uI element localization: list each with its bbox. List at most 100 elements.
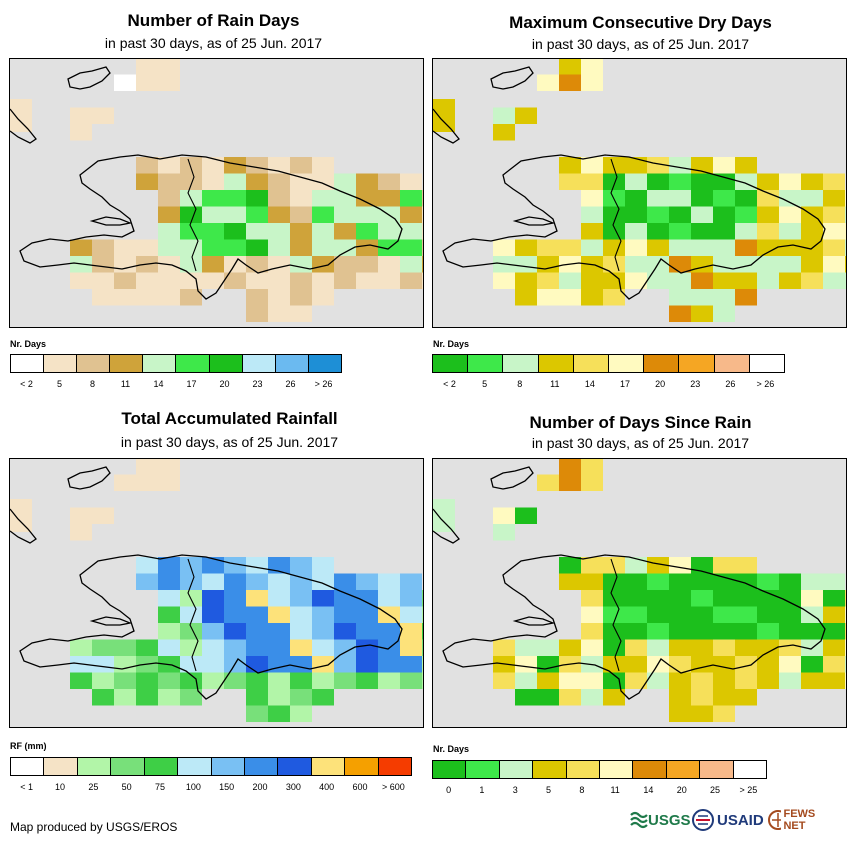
grid-cell [559,59,581,75]
grid-cell [625,223,647,240]
grid-cell [647,173,669,190]
coastline [67,66,111,90]
fewsnet-logo-text: FEWS NET [783,808,816,832]
grid-cell [823,206,845,223]
grid-cell [92,289,114,306]
grid-cell [713,705,735,722]
legend-label: 5 [482,379,488,389]
grid-cell [757,623,779,640]
grid-cell [625,639,647,656]
legend-color-bar [10,757,412,776]
grid-cell [202,606,224,623]
legend-swatch [749,355,785,372]
grid-cell [92,107,114,124]
grid-cell [268,206,290,223]
grid-cell [224,557,246,574]
grid-cell [356,590,378,607]
grid-cell [224,573,246,590]
grid-cell [136,573,158,590]
grid-cell [334,223,356,240]
grid-cell [537,239,559,256]
grid-cell [625,623,647,640]
grid-cell [515,272,537,289]
grid-cell [312,223,334,240]
legend-label: 25 [710,785,721,795]
grid-cell [180,689,202,706]
grid-cell [180,573,202,590]
grid-cell [290,190,312,207]
grid-cell [356,573,378,590]
map-canvas [10,59,423,322]
usaid-seal-icon [692,809,714,831]
grid-cell [92,256,114,273]
grid-cell [757,639,779,656]
grid-cell [356,623,378,640]
legend-color-bar [432,354,785,373]
grid-cell [581,689,603,706]
legend-label: 11 [550,379,560,389]
grid-cell [691,557,713,574]
grid-cell [757,272,779,289]
grid-cell [691,573,713,590]
grid-cell [422,239,423,256]
grid-cell [713,206,735,223]
legend-label: 17 [186,379,197,389]
grid-cell [422,272,423,289]
legend-labels: < 2 5 8 11 14 17 20 23 26 > 26 [432,379,785,391]
grid-cell [625,557,647,574]
grid-cell [158,623,180,640]
grid-cell [356,656,378,673]
grid-cell [158,289,180,306]
grid-cell [268,705,290,722]
grid-cell [735,689,757,706]
grid-cell [290,689,312,706]
grid-cell [400,656,422,673]
grid-cell [735,239,757,256]
grid-cell [136,474,158,491]
legend-swatch [44,758,78,775]
grid-cell [801,573,823,590]
legend-swatch [433,761,467,778]
grid-cell [713,305,735,322]
grid-cell [603,239,625,256]
grid-cell [202,672,224,689]
coastline [490,66,534,90]
grid-cell [691,672,713,689]
grid-cell [378,672,400,689]
grid-cell [92,689,114,706]
legend-label: < 1 [20,782,34,792]
grid-cell [114,689,136,706]
grid-cell [400,672,422,689]
grid-cell [202,173,224,190]
grid-cell [757,590,779,607]
legend-swatch [44,355,78,372]
grid-cell [713,590,735,607]
hispaniola-coastline [442,554,826,700]
grid-cell [246,656,268,673]
grid-cell [537,689,559,706]
grid-cell [779,623,801,640]
grid-cell [246,289,268,306]
grid-cell [691,190,713,207]
map-canvas [10,459,423,722]
grid-cell [356,606,378,623]
grid-cell [158,557,180,574]
grid-cell [493,507,515,524]
panel-total-rainfall: Total Accumulated Rainfall in past 30 da… [0,400,427,810]
grid-cell [224,623,246,640]
grid-cell [581,623,603,640]
grid-cell [603,689,625,706]
grid-cell [268,173,290,190]
grid-cell [180,557,202,574]
grid-cell [334,606,356,623]
legend-swatch [503,355,539,372]
grid-cell [290,672,312,689]
legend-label: 50 [121,782,132,792]
grid-cell [246,705,268,722]
fewsnet-logo: FEWS NET [768,806,822,834]
grid-cell [334,573,356,590]
grid-cell [581,206,603,223]
map-canvas [433,59,846,322]
grid-cell [581,459,603,475]
grid-cell [823,573,845,590]
